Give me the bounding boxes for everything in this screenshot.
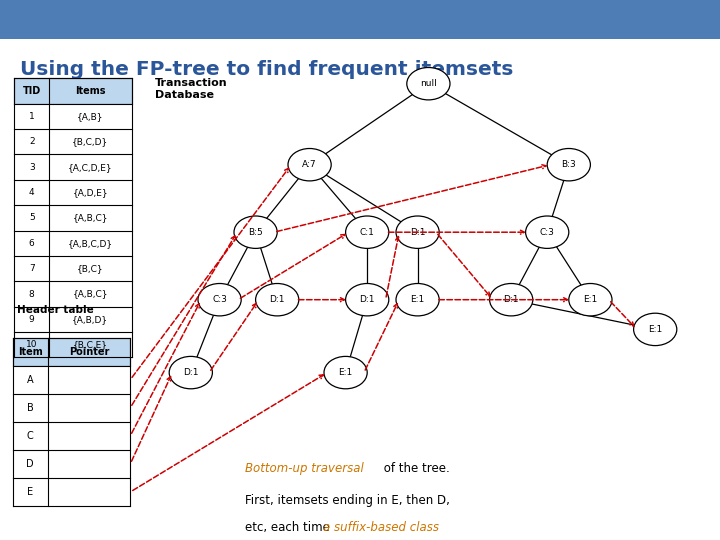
- Text: 9: 9: [29, 315, 35, 324]
- Bar: [13, 478, 130, 506]
- Bar: [14, 205, 132, 231]
- Text: of the tree.: of the tree.: [380, 462, 450, 475]
- Circle shape: [407, 68, 450, 100]
- Circle shape: [569, 284, 612, 316]
- Text: A: A: [27, 375, 34, 384]
- Bar: [14, 154, 132, 180]
- Text: TID: TID: [22, 86, 41, 96]
- Text: Header table: Header table: [17, 305, 94, 315]
- Text: B: B: [27, 403, 34, 413]
- Circle shape: [346, 216, 389, 248]
- Text: First, itemsets ending in E, then D,: First, itemsets ending in E, then D,: [245, 494, 450, 507]
- Bar: [0, 0, 720, 39]
- Bar: [14, 332, 132, 357]
- Bar: [14, 307, 132, 332]
- Text: Using the FP-tree to find frequent itemsets: Using the FP-tree to find frequent items…: [20, 60, 513, 79]
- Circle shape: [526, 216, 569, 248]
- Text: etc, each time: etc, each time: [245, 521, 333, 534]
- Text: 4: 4: [29, 188, 35, 197]
- Text: 6: 6: [29, 239, 35, 248]
- Bar: [14, 256, 132, 281]
- Text: A:7: A:7: [302, 160, 317, 169]
- Bar: [13, 338, 130, 366]
- Circle shape: [634, 313, 677, 346]
- Text: {A,C,D,E}: {A,C,D,E}: [68, 163, 112, 172]
- Text: {A,B,C,D}: {A,B,C,D}: [68, 239, 113, 248]
- Bar: [13, 394, 130, 422]
- Text: D:1: D:1: [269, 295, 285, 304]
- Text: D:1: D:1: [410, 228, 426, 237]
- Circle shape: [288, 148, 331, 181]
- Bar: [14, 104, 132, 129]
- Text: 2: 2: [29, 137, 35, 146]
- Text: {B,C}: {B,C}: [77, 264, 104, 273]
- Circle shape: [169, 356, 212, 389]
- Text: 7: 7: [29, 264, 35, 273]
- Text: {B,C,D}: {B,C,D}: [72, 137, 109, 146]
- Bar: [13, 366, 130, 394]
- Bar: [13, 450, 130, 478]
- Text: C: C: [27, 431, 34, 441]
- Bar: [14, 78, 132, 104]
- Text: D:1: D:1: [183, 368, 199, 377]
- Text: 5: 5: [29, 213, 35, 222]
- Text: Item: Item: [18, 347, 42, 356]
- Text: C:1: C:1: [360, 228, 374, 237]
- Bar: [14, 129, 132, 154]
- Bar: [14, 231, 132, 256]
- Text: Transaction
Database: Transaction Database: [155, 78, 228, 100]
- Text: E:1: E:1: [338, 368, 353, 377]
- Text: C:3: C:3: [212, 295, 227, 304]
- Text: E:1: E:1: [648, 325, 662, 334]
- Text: 1: 1: [29, 112, 35, 121]
- Circle shape: [198, 284, 241, 316]
- Text: E:1: E:1: [410, 295, 425, 304]
- Text: {B,C,E}: {B,C,E}: [73, 340, 108, 349]
- Text: E: E: [27, 487, 33, 497]
- Bar: [13, 422, 130, 450]
- Text: a suffix-based class: a suffix-based class: [323, 521, 438, 534]
- Text: B:5: B:5: [248, 228, 263, 237]
- Bar: [14, 281, 132, 307]
- Text: 3: 3: [29, 163, 35, 172]
- Circle shape: [346, 284, 389, 316]
- Text: B:3: B:3: [562, 160, 576, 169]
- Circle shape: [396, 284, 439, 316]
- Text: Bottom-up traversal: Bottom-up traversal: [245, 462, 364, 475]
- Text: D:1: D:1: [503, 295, 519, 304]
- Text: {A,B,C}: {A,B,C}: [73, 213, 108, 222]
- Bar: [14, 180, 132, 205]
- Text: C:3: C:3: [540, 228, 554, 237]
- Circle shape: [396, 216, 439, 248]
- Circle shape: [547, 148, 590, 181]
- Circle shape: [490, 284, 533, 316]
- Text: D: D: [27, 459, 34, 469]
- Text: null: null: [420, 79, 437, 88]
- Text: {A,B,C}: {A,B,C}: [73, 289, 108, 299]
- Text: D:1: D:1: [359, 295, 375, 304]
- Circle shape: [256, 284, 299, 316]
- Text: {A,D,E}: {A,D,E}: [73, 188, 108, 197]
- Circle shape: [234, 216, 277, 248]
- Text: E:1: E:1: [583, 295, 598, 304]
- Text: 10: 10: [26, 340, 37, 349]
- Circle shape: [324, 356, 367, 389]
- Text: Pointer: Pointer: [68, 347, 109, 356]
- Text: Items: Items: [75, 86, 106, 96]
- Text: {A,B,D}: {A,B,D}: [72, 315, 109, 324]
- Text: {A,B}: {A,B}: [77, 112, 104, 121]
- Text: 8: 8: [29, 289, 35, 299]
